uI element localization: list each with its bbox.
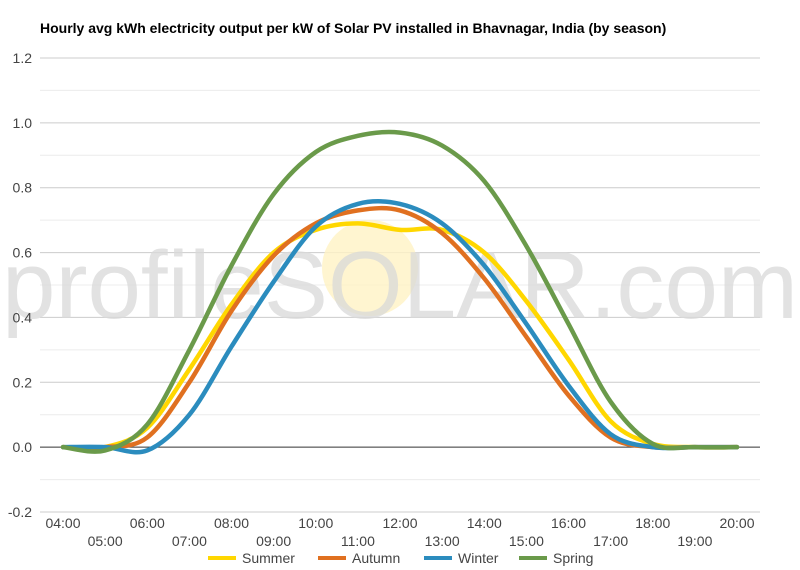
watermark: profileSOLAR.com bbox=[2, 220, 798, 339]
y-tick-label: 0.8 bbox=[13, 180, 33, 196]
x-axis: 04:00 05:00 06:00 07:00 08:00 09:00 10:00 11:00… bbox=[45, 515, 754, 549]
x-tick-label: 18:00 bbox=[635, 515, 670, 531]
series-lines bbox=[60, 129, 740, 455]
watermark-text: profileSOLAR.com bbox=[2, 232, 798, 339]
x-tick-label: 06:00 bbox=[130, 515, 165, 531]
x-tick-label: 15:00 bbox=[509, 533, 544, 549]
x-tick-label: 14:00 bbox=[467, 515, 502, 531]
x-tick-label: 17:00 bbox=[593, 533, 628, 549]
y-axis: -0.2 0.0 0.2 0.4 0.6 0.8 1.0 1.2 bbox=[8, 50, 32, 520]
legend-label-autumn: Autumn bbox=[352, 550, 400, 566]
y-tick-label: 0.2 bbox=[13, 374, 33, 390]
y-tick-label: 1.0 bbox=[13, 115, 33, 131]
x-tick-label: 07:00 bbox=[172, 533, 207, 549]
x-tick-label: 12:00 bbox=[382, 515, 417, 531]
y-tick-label: 0.4 bbox=[13, 309, 33, 325]
x-tick-label: 13:00 bbox=[425, 533, 460, 549]
x-tick-label: 05:00 bbox=[88, 533, 123, 549]
x-tick-label: 16:00 bbox=[551, 515, 586, 531]
x-tick-label: 20:00 bbox=[719, 515, 754, 531]
y-tick-label: 0.6 bbox=[13, 245, 33, 261]
x-tick-label: 19:00 bbox=[677, 533, 712, 549]
chart-title: Hourly avg kWh electricity output per kW… bbox=[40, 20, 666, 36]
x-tick-label: 04:00 bbox=[45, 515, 80, 531]
legend-label-spring: Spring bbox=[553, 550, 593, 566]
legend-label-winter: Winter bbox=[458, 550, 499, 566]
x-tick-label: 10:00 bbox=[298, 515, 333, 531]
x-tick-label: 08:00 bbox=[214, 515, 249, 531]
legend: Summer Autumn Winter Spring bbox=[208, 550, 593, 566]
y-tick-label: 0.0 bbox=[13, 439, 33, 455]
y-tick-label: -0.2 bbox=[8, 504, 32, 520]
x-tick-label: 11:00 bbox=[341, 533, 375, 549]
watermark-sun-icon bbox=[322, 220, 418, 316]
y-tick-label: 1.2 bbox=[13, 50, 33, 66]
series-line-winter bbox=[60, 199, 740, 455]
series-line-summer bbox=[60, 221, 740, 451]
x-tick-label: 09:00 bbox=[256, 533, 291, 549]
legend-label-summer: Summer bbox=[242, 550, 295, 566]
series-line-spring bbox=[60, 129, 740, 454]
